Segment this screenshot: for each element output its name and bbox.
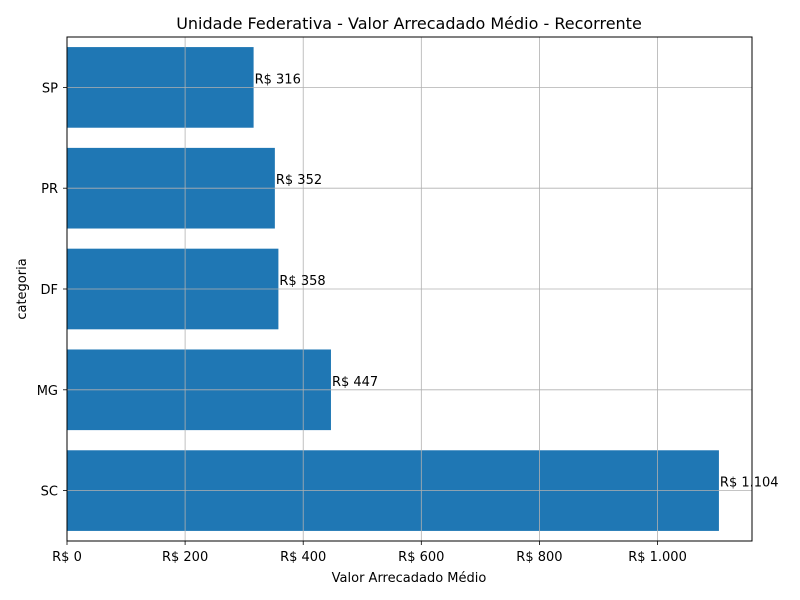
grid-lines	[66, 37, 752, 541]
value-label: R$ 1.104	[720, 476, 779, 491]
y-axis-label: categoria	[15, 258, 30, 319]
y-tick-label: SP	[42, 81, 58, 96]
x-tick-label: R$ 0	[52, 550, 82, 565]
y-tick-label: PR	[41, 182, 58, 197]
value-labels: R$ 1.104 R$ 447 R$ 358 R$ 352 R$ 316	[255, 72, 779, 490]
x-tick-label: R$ 400	[280, 550, 326, 565]
y-tick-label: DF	[41, 283, 59, 298]
chart-title: Unidade Federativa - Valor Arrecadado Mé…	[176, 14, 642, 33]
x-tick-label: R$ 600	[398, 550, 444, 565]
value-label: R$ 358	[279, 274, 325, 289]
value-label: R$ 316	[255, 72, 301, 87]
value-label: R$ 352	[276, 173, 322, 188]
y-axis-ticks: SC MG DF PR SP	[37, 81, 67, 500]
value-label: R$ 447	[332, 375, 378, 390]
x-tick-label: R$ 1.000	[628, 550, 687, 565]
x-axis-ticks: R$ 0 R$ 200 R$ 400 R$ 600 R$ 800 R$ 1.000	[52, 541, 687, 565]
x-tick-label: R$ 200	[162, 550, 208, 565]
y-tick-label: SC	[41, 485, 58, 500]
y-tick-label: MG	[37, 384, 58, 399]
x-tick-label: R$ 800	[516, 550, 562, 565]
x-axis-label: Valor Arrecadado Médio	[332, 571, 487, 586]
